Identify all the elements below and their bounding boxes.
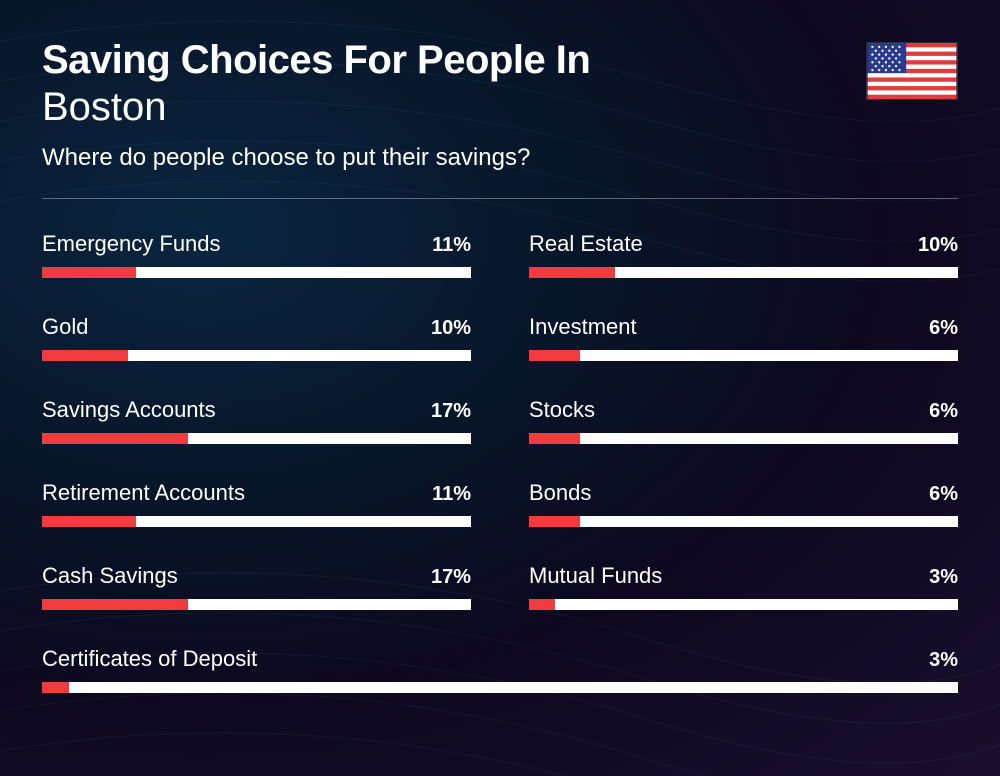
- bar-track: [42, 516, 471, 527]
- bar-fill: [529, 433, 580, 444]
- bar-item-header: Retirement Accounts 11%: [42, 480, 471, 506]
- bar-label: Investment: [529, 314, 637, 340]
- bars-grid: Emergency Funds 11% Real Estate 10% Gold 10% I…: [42, 231, 958, 693]
- bar-percent: 3%: [929, 649, 958, 672]
- bar-item: Bonds 6%: [529, 480, 958, 527]
- bar-track: [529, 433, 958, 444]
- bar-percent: 6%: [929, 400, 958, 423]
- bar-percent: 6%: [929, 483, 958, 506]
- bar-item: Cash Savings 17%: [42, 563, 471, 610]
- bar-item-header: Real Estate 10%: [529, 231, 958, 257]
- bar-item-header: Investment 6%: [529, 314, 958, 340]
- infographic-content: Saving Choices For People In Boston Wher…: [0, 0, 1000, 723]
- bar-item-header: Mutual Funds 3%: [529, 563, 958, 589]
- bar-track: [42, 267, 471, 278]
- bar-item: Retirement Accounts 11%: [42, 480, 471, 527]
- header: Saving Choices For People In Boston Wher…: [42, 38, 958, 172]
- bar-item-header: Gold 10%: [42, 314, 471, 340]
- bar-fill: [529, 599, 555, 610]
- bar-fill: [529, 516, 580, 527]
- bar-label: Certificates of Deposit: [42, 646, 257, 672]
- bar-track: [529, 516, 958, 527]
- bar-track: [529, 599, 958, 610]
- bar-percent: 11%: [432, 234, 471, 257]
- bar-item-header: Savings Accounts 17%: [42, 397, 471, 423]
- bar-fill: [529, 350, 580, 361]
- bar-item-header: Certificates of Deposit 3%: [42, 646, 958, 672]
- bar-item: Certificates of Deposit 3%: [42, 646, 958, 693]
- bar-label: Bonds: [529, 480, 591, 506]
- bar-track: [529, 350, 958, 361]
- bar-item-header: Bonds 6%: [529, 480, 958, 506]
- bar-label: Stocks: [529, 397, 595, 423]
- bar-label: Real Estate: [529, 231, 643, 257]
- usa-flag-icon: [866, 42, 958, 100]
- bar-item: Real Estate 10%: [529, 231, 958, 278]
- bar-track: [42, 433, 471, 444]
- bar-track: [42, 682, 958, 693]
- divider: [42, 198, 958, 199]
- bar-fill: [42, 350, 128, 361]
- bar-track: [42, 350, 471, 361]
- bar-percent: 10%: [431, 317, 471, 340]
- bar-fill: [529, 267, 615, 278]
- bar-item: Stocks 6%: [529, 397, 958, 444]
- bar-fill: [42, 599, 188, 610]
- bar-item: Investment 6%: [529, 314, 958, 361]
- bar-percent: 17%: [431, 400, 471, 423]
- bar-item-header: Emergency Funds 11%: [42, 231, 471, 257]
- bar-label: Savings Accounts: [42, 397, 216, 423]
- bar-fill: [42, 516, 136, 527]
- bar-percent: 6%: [929, 317, 958, 340]
- bar-label: Gold: [42, 314, 88, 340]
- bar-item-header: Stocks 6%: [529, 397, 958, 423]
- bar-label: Emergency Funds: [42, 231, 221, 257]
- bar-item: Gold 10%: [42, 314, 471, 361]
- title-city: Boston: [42, 84, 958, 130]
- bar-fill: [42, 682, 69, 693]
- subtitle: Where do people choose to put their savi…: [42, 144, 958, 172]
- bar-track: [529, 267, 958, 278]
- bar-track: [42, 599, 471, 610]
- bar-percent: 11%: [432, 483, 471, 506]
- title-line1: Saving Choices For People In: [42, 38, 958, 82]
- bar-percent: 10%: [918, 234, 958, 257]
- bar-fill: [42, 267, 136, 278]
- bar-item-header: Cash Savings 17%: [42, 563, 471, 589]
- bar-percent: 3%: [929, 566, 958, 589]
- bar-label: Retirement Accounts: [42, 480, 245, 506]
- bar-fill: [42, 433, 188, 444]
- bar-label: Mutual Funds: [529, 563, 662, 589]
- bar-item: Emergency Funds 11%: [42, 231, 471, 278]
- bar-label: Cash Savings: [42, 563, 178, 589]
- bar-item: Savings Accounts 17%: [42, 397, 471, 444]
- bar-item: Mutual Funds 3%: [529, 563, 958, 610]
- bar-percent: 17%: [431, 566, 471, 589]
